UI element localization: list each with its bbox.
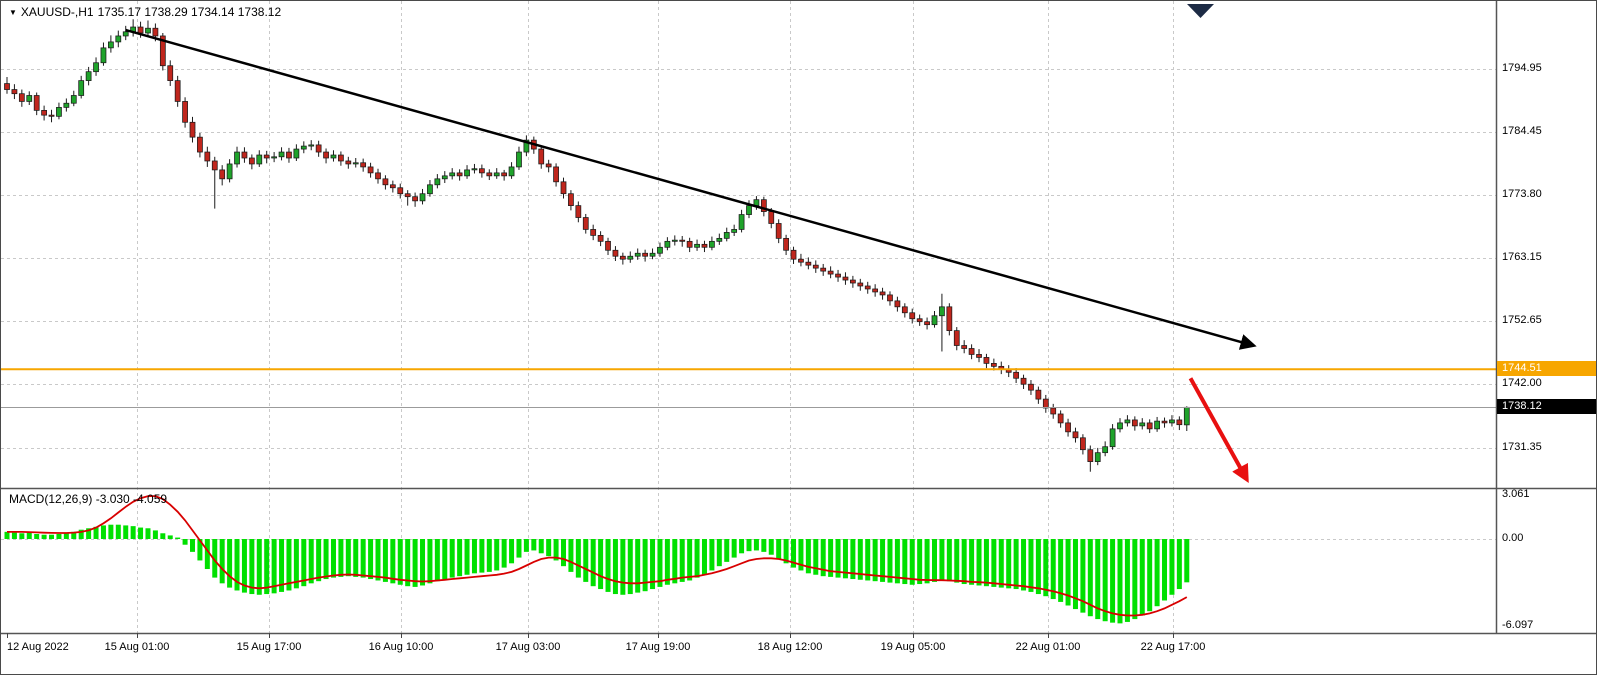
price-axis-label: 1731.35 <box>1502 440 1542 453</box>
time-axis-label: 19 Aug 05:00 <box>880 641 946 653</box>
price-tag-resistance: 1744.51 <box>1497 361 1596 377</box>
time-axis-label: 15 Aug 17:00 <box>236 641 302 653</box>
time-axis-label: 22 Aug 17:00 <box>1140 641 1206 653</box>
time-axis-label: 15 Aug 01:00 <box>104 641 170 653</box>
symbol-dropdown-icon[interactable]: ▼ <box>9 8 17 17</box>
chart-shift-marker-icon[interactable] <box>1187 4 1214 18</box>
price-axis-label: 1763.15 <box>1502 251 1542 264</box>
macd-axis-label: -6.097 <box>1502 619 1534 632</box>
chart-legend: ▼ XAUUSD-,H1 1735.17 1738.29 1734.14 1738.… <box>9 5 285 19</box>
time-axis-label: 18 Aug 12:00 <box>757 641 823 653</box>
macd-axis-label: 0.00 <box>1502 532 1524 544</box>
macd-axis-label: 3.061 <box>1502 488 1530 501</box>
trendline-object[interactable] <box>125 28 1257 350</box>
price-axis-label: 1752.65 <box>1502 313 1542 326</box>
macd-histogram <box>4 524 1190 624</box>
price-axis-label: 1773.80 <box>1502 187 1542 200</box>
macd-signal-line <box>7 495 1188 617</box>
time-axis-label: 16 Aug 10:00 <box>368 641 434 653</box>
ohlc-values: 1735.17 1738.29 1734.14 1738.12 <box>97 5 282 19</box>
indicator-label: MACD(12,26,9) -3.030 -4.059 <box>9 492 168 506</box>
price-axis-label: 1742.00 <box>1502 377 1542 390</box>
price-tag-current: 1738.12 <box>1497 399 1596 415</box>
time-axis-label: 17 Aug 03:00 <box>495 641 561 653</box>
price-axis-label: 1784.45 <box>1502 124 1542 137</box>
time-axis-label: 22 Aug 01:00 <box>1015 641 1081 653</box>
gridlines <box>1 1 1496 633</box>
time-axis-label: 17 Aug 19:00 <box>625 641 691 653</box>
arrow-object[interactable] <box>1188 377 1249 483</box>
price-axis-label: 1794.95 <box>1502 62 1542 74</box>
candles-layer <box>4 19 1190 472</box>
symbol-period-label: XAUUSD-,H1 <box>20 5 94 19</box>
time-axis-label: 12 Aug 2022 <box>7 641 69 653</box>
